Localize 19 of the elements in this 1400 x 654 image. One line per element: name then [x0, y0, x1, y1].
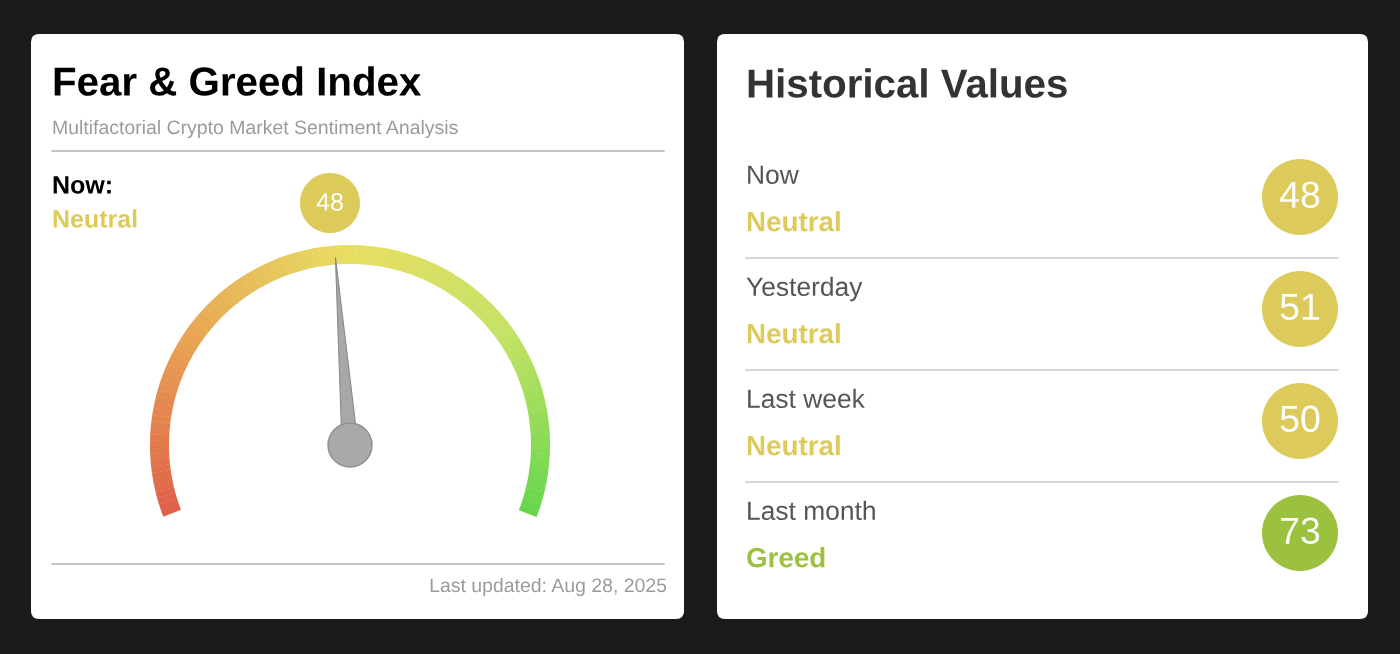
data-label: 73: [1281, 517, 1320, 545]
category-label: Yesterday: [746, 276, 863, 302]
text: Neutral: [747, 435, 840, 456]
category-label: Last month: [748, 500, 875, 521]
text: Fear & Greed Index: [54, 66, 422, 96]
data-label: 51: [1280, 293, 1320, 321]
text: Historical Values: [748, 68, 1067, 98]
text: Neutral: [747, 211, 840, 232]
data-label: 50: [1280, 405, 1320, 433]
category-label: Now: [748, 165, 799, 185]
data-label: 48: [316, 193, 343, 211]
text: Now:: [53, 176, 111, 194]
data-label: 48: [1280, 181, 1320, 209]
text: Neutral: [53, 209, 137, 228]
text: Last updated: Aug 28, 2025: [430, 577, 667, 597]
text: Neutral: [747, 323, 840, 344]
category-label: Last week: [748, 388, 865, 409]
text: Multifactorial Crypto Market Sentiment Analysis: [53, 119, 458, 139]
text: Greed: [747, 547, 825, 568]
